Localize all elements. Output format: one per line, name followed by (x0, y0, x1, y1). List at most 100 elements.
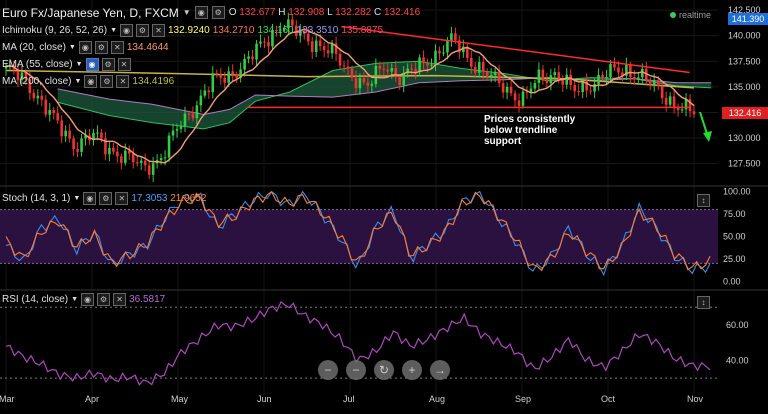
candle-body (557, 72, 561, 79)
settings-icon[interactable]: ⚙ (211, 6, 225, 19)
rsi-label[interactable]: RSI (14, close) (2, 294, 69, 305)
eye-icon[interactable]: ◉ (78, 41, 92, 54)
candle-body (585, 80, 588, 91)
price-pane[interactable] (0, 0, 718, 409)
close-icon[interactable]: ✕ (116, 75, 130, 88)
indicator-row: MA (200, close) ▼ ◉ ⚙ ✕ 134.4196 (2, 74, 174, 89)
time-axis[interactable]: Mar Apr May Jun Jul Aug Sep Oct Nov (0, 394, 704, 404)
close-icon[interactable]: ✕ (115, 192, 129, 205)
close-icon[interactable]: ✕ (117, 58, 131, 71)
candle-body (386, 69, 390, 72)
ohlc-value: 132.908 (288, 7, 328, 18)
candle-body (633, 76, 636, 80)
time-tick-label: Sep (515, 394, 531, 404)
pane-menu-icon[interactable]: ↕ (697, 296, 710, 309)
time-tick-label: Oct (601, 394, 616, 404)
chevron-down-icon[interactable]: ▼ (73, 195, 81, 202)
indicator-label[interactable]: MA (20, close) (2, 42, 66, 53)
candle-body (438, 50, 441, 54)
settings-icon[interactable]: ⚙ (136, 24, 149, 37)
candle-body (100, 132, 103, 139)
eye-icon[interactable]: ◉ (120, 24, 133, 37)
candle-body (92, 132, 95, 141)
zoom-out-icon[interactable]: − (318, 360, 338, 380)
stoch-band (0, 209, 718, 264)
candle-body (593, 84, 596, 92)
chart-title[interactable]: Euro Fx/Japanese Yen, D, FXCM (2, 5, 179, 20)
chevron-down-icon[interactable]: ▼ (74, 78, 82, 85)
candle-body (36, 95, 40, 99)
chevron-down-icon[interactable]: ▼ (68, 44, 76, 51)
eye-icon[interactable]: ◉ (84, 75, 98, 88)
candle-body (48, 110, 52, 115)
candle-body (20, 72, 24, 80)
candle-body (191, 113, 195, 119)
indicator-row: Ichimoku (9, 26, 52, 26) ▼ ◉ ⚙ ✕ 132.9240 134.… (2, 23, 383, 38)
settings-icon[interactable]: ⚙ (101, 58, 115, 71)
price-tick-label: 127.500 (728, 159, 761, 169)
close-icon[interactable]: ✕ (110, 41, 124, 54)
indicator-label[interactable]: Ichimoku (9, 26, 52, 26) (2, 25, 108, 36)
time-tick-label: Jun (257, 394, 272, 404)
eye-icon[interactable]: ◉ (194, 6, 208, 19)
candle-body (239, 69, 242, 78)
candle-body (120, 156, 123, 163)
close-icon[interactable]: ✕ (113, 293, 127, 306)
pane-value: 17.3053 (131, 193, 171, 204)
indicator-label[interactable]: MA (200, close) (2, 76, 72, 87)
candle-body (656, 80, 660, 87)
candle-body (135, 162, 139, 164)
settings-icon[interactable]: ⚙ (94, 41, 108, 54)
price-axis[interactable]: 127.500130.000132.500135.000137.500140.0… (718, 0, 768, 186)
eye-icon[interactable]: ◉ (81, 293, 95, 306)
chevron-down-icon[interactable]: ▼ (75, 61, 83, 68)
eye-icon[interactable]: ◉ (83, 192, 97, 205)
scroll-right-icon[interactable]: → (430, 360, 450, 380)
rsi-pane[interactable] (0, 300, 718, 386)
chevron-down-icon[interactable]: ▼ (110, 27, 117, 34)
chevron-down-icon[interactable]: ▼ (71, 296, 79, 303)
eye-icon[interactable]: ◉ (85, 58, 99, 71)
indicator-value: 132.9240 (168, 25, 210, 36)
candle-body (469, 58, 473, 67)
candle-body (672, 96, 676, 108)
pane-menu-icon[interactable]: ↕ (697, 194, 710, 207)
candle-body (175, 128, 179, 131)
rsi-axis[interactable]: 40.00 60.00 (726, 320, 749, 365)
candle-body (497, 71, 501, 84)
candle-body (334, 43, 338, 54)
candle-body (617, 67, 620, 73)
indicator-label[interactable]: EMA (55, close) (2, 59, 73, 70)
candle-body (167, 135, 171, 158)
annotation-line-1: Prices consistently below trendline (484, 114, 576, 136)
settings-icon[interactable]: ⚙ (100, 75, 114, 88)
stoch-axis[interactable]: 0.00 25.00 50.00 75.00 100.00 (723, 187, 751, 287)
candle-body (147, 165, 151, 175)
candle-body (263, 41, 266, 43)
candle-body (151, 163, 155, 175)
candle-body (64, 130, 67, 137)
candle-body (629, 64, 632, 77)
candle-body (489, 75, 493, 77)
zoom-in-icon[interactable]: + (402, 360, 422, 380)
chevron-down-icon[interactable]: ▼ (182, 8, 191, 17)
candle-body (310, 41, 314, 52)
settings-icon[interactable]: ⚙ (97, 293, 111, 306)
stoch-series-pct-d (5, 190, 711, 272)
candle-body (131, 153, 135, 163)
candle-body (215, 73, 219, 75)
candle-body (84, 135, 87, 139)
stoch-pane[interactable] (0, 190, 718, 277)
candle-body (521, 91, 525, 106)
close-icon[interactable]: ✕ (152, 24, 165, 37)
candle-body (473, 66, 477, 73)
settings-icon[interactable]: ⚙ (99, 192, 113, 205)
candle-body (72, 138, 75, 150)
candle-body (676, 107, 680, 111)
reset-icon[interactable]: ↻ (374, 360, 394, 380)
candle-body (251, 56, 254, 60)
scroll-left-icon[interactable]: − (346, 360, 366, 380)
stoch-label[interactable]: Stoch (14, 3, 1) (2, 193, 71, 204)
